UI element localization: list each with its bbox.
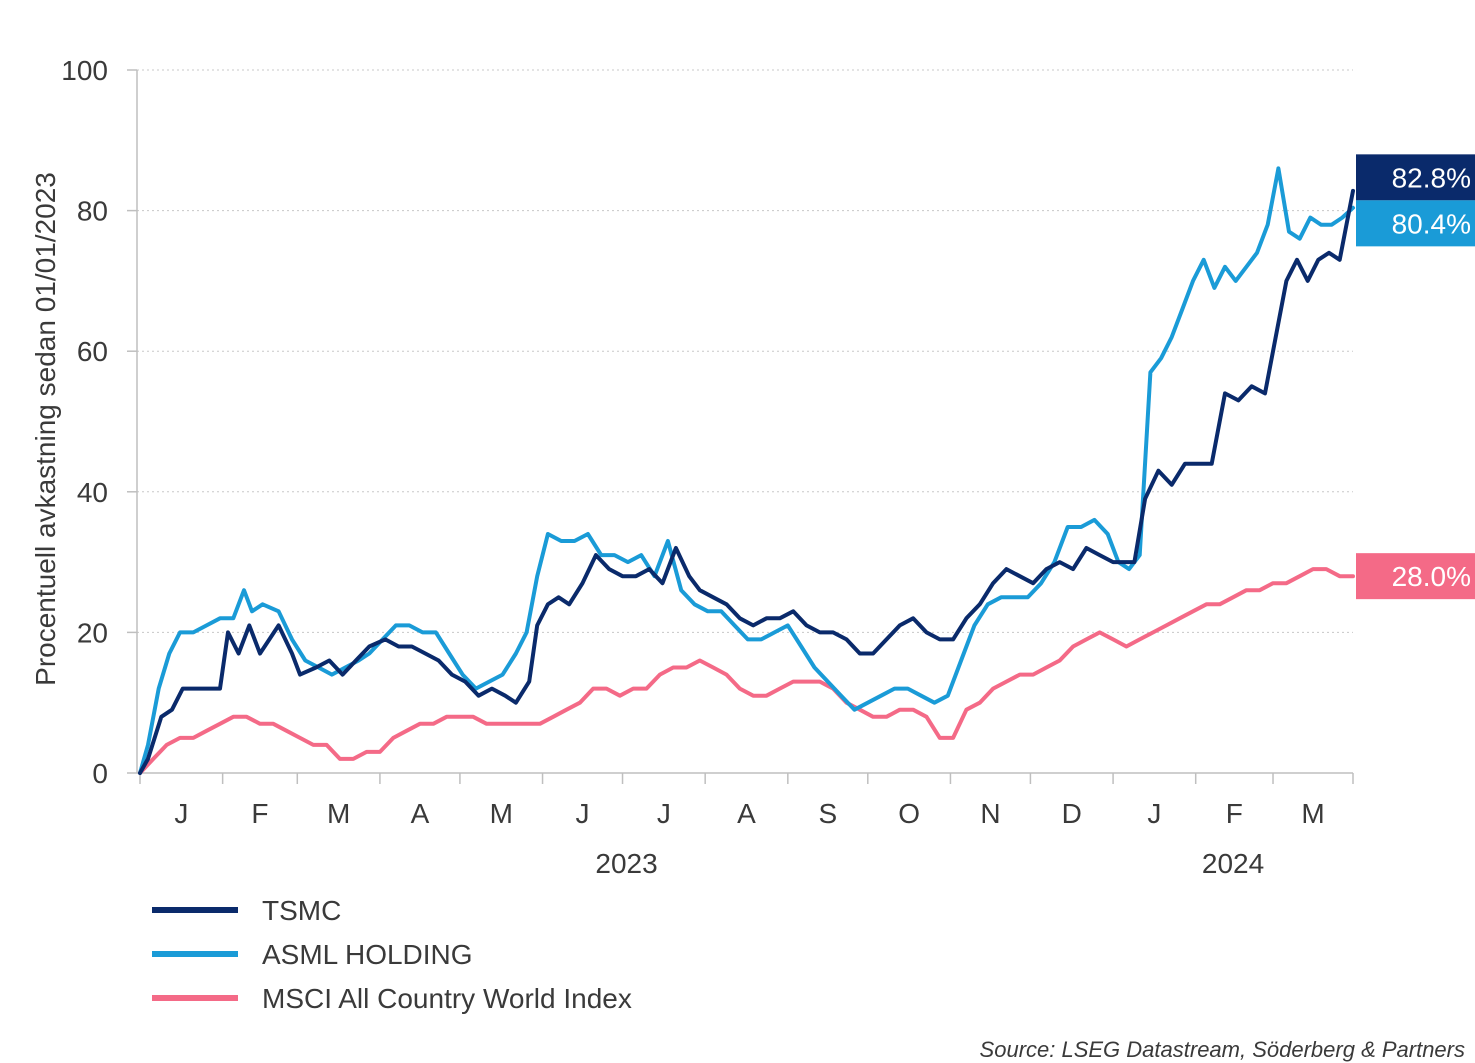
x-tick-label: S xyxy=(818,798,837,829)
end-label-tsmc: 82.8% xyxy=(1356,154,1475,201)
series-line-tsmc xyxy=(138,188,1355,775)
x-tick-label: M xyxy=(1301,798,1324,829)
end-value-labels: 82.8% 80.4% 28.0% xyxy=(1356,154,1475,600)
x-tick-label: J xyxy=(1147,798,1161,829)
x-tick-label: M xyxy=(490,798,513,829)
x-tick-label: F xyxy=(1226,798,1243,829)
end-label-value: 82.8% xyxy=(1392,162,1471,193)
gridlines xyxy=(137,69,1353,633)
end-label-value: 28.0% xyxy=(1392,561,1471,592)
x-tick-label: F xyxy=(251,798,268,829)
legend-item: ASML HOLDING xyxy=(152,939,473,970)
x-tick-label: J xyxy=(576,798,590,829)
series-line-msci-all-country-world-index xyxy=(138,567,1355,775)
end-label-box xyxy=(1356,553,1475,600)
y-tick-label: 20 xyxy=(77,617,108,648)
x-tick-label: D xyxy=(1062,798,1082,829)
end-label-box xyxy=(1356,200,1475,247)
end-label-asml-holding: 80.4% xyxy=(1356,200,1475,247)
legend-label: TSMC xyxy=(262,895,341,926)
y-tick-label: 60 xyxy=(77,336,108,367)
x-tick-label: J xyxy=(174,798,188,829)
x-tick-label: A xyxy=(411,798,430,829)
legend-item: MSCI All Country World Index xyxy=(152,983,632,1014)
source-note: Source: LSEG Datastream, Söderberg & Par… xyxy=(980,1037,1465,1062)
x-tick-label: O xyxy=(898,798,920,829)
axes xyxy=(136,70,1353,774)
y-tick-label: 100 xyxy=(61,55,108,86)
y-tick-labels: 0 20 40 60 80 100 xyxy=(61,55,137,789)
series-line-asml-holding xyxy=(138,166,1355,775)
series-lines xyxy=(138,166,1355,775)
year-label: 2024 xyxy=(1202,848,1264,879)
x-tick-label: J xyxy=(657,798,671,829)
y-tick-label: 80 xyxy=(77,196,108,227)
end-label-box xyxy=(1356,154,1475,201)
legend: TSMC ASML HOLDING MSCI All Country World I… xyxy=(152,895,632,1014)
x-tick-label: A xyxy=(737,798,756,829)
legend-label: MSCI All Country World Index xyxy=(262,983,632,1014)
year-label: 2023 xyxy=(595,848,657,879)
legend-item: TSMC xyxy=(152,895,341,926)
y-axis-label: Procentuell avkastning sedan 01/01/2023 xyxy=(30,172,61,686)
end-label-msci-all-country-world-index: 28.0% xyxy=(1356,553,1475,600)
x-tick-label: N xyxy=(980,798,1000,829)
end-label-value: 80.4% xyxy=(1392,208,1471,239)
x-tick-label: M xyxy=(327,798,350,829)
y-tick-label: 0 xyxy=(92,758,108,789)
legend-label: ASML HOLDING xyxy=(262,939,473,970)
y-tick-label: 40 xyxy=(77,477,108,508)
x-tick-labels: J F M A M J J A S O N D J F M 2023 2024 xyxy=(139,773,1354,879)
